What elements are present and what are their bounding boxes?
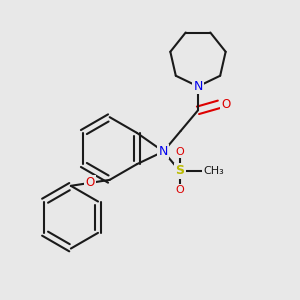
Text: O: O [176,146,184,157]
Text: O: O [222,98,231,111]
Text: O: O [86,176,95,189]
Text: S: S [175,164,184,177]
Text: O: O [176,185,184,195]
Text: CH₃: CH₃ [204,166,224,176]
Text: N: N [159,145,168,158]
Text: N: N [193,80,203,93]
